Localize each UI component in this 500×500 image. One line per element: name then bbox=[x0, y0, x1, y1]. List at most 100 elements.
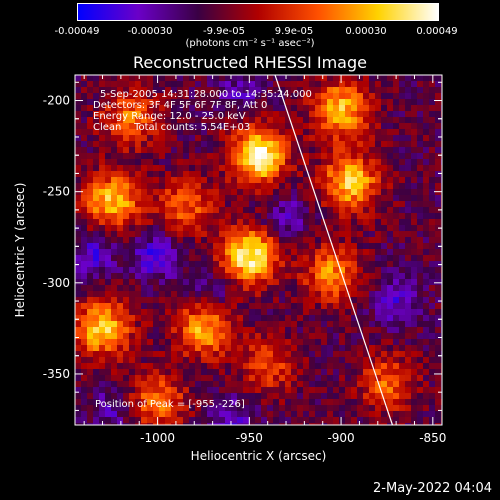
heatmap-cell bbox=[375, 135, 381, 141]
heatmap-cell bbox=[231, 123, 237, 129]
heatmap-cell bbox=[135, 357, 141, 363]
heatmap-cell bbox=[153, 333, 159, 339]
heatmap-cell bbox=[189, 87, 195, 93]
heatmap-cell bbox=[183, 363, 189, 369]
heatmap-cell bbox=[81, 183, 87, 189]
heatmap-cell bbox=[231, 213, 237, 219]
heatmap-cell bbox=[123, 423, 129, 425]
heatmap-cell bbox=[81, 363, 87, 369]
heatmap-cell bbox=[219, 135, 225, 141]
heatmap-cell bbox=[309, 267, 315, 273]
heatmap-cell bbox=[309, 99, 315, 105]
heatmap-cell bbox=[183, 201, 189, 207]
heatmap-cell bbox=[219, 327, 225, 333]
heatmap-cell bbox=[105, 171, 111, 177]
heatmap-cell bbox=[303, 345, 309, 351]
heatmap-cell bbox=[261, 207, 267, 213]
heatmap-cell bbox=[153, 171, 159, 177]
heatmap-cell bbox=[111, 147, 117, 153]
heatmap-cell bbox=[375, 267, 381, 273]
heatmap-cell bbox=[393, 111, 399, 117]
heatmap-cell bbox=[219, 291, 225, 297]
heatmap-cell bbox=[75, 399, 81, 405]
heatmap-cell bbox=[267, 123, 273, 129]
heatmap-cell bbox=[243, 147, 249, 153]
heatmap-cell bbox=[147, 111, 153, 117]
heatmap-cell bbox=[297, 225, 303, 231]
heatmap-cell bbox=[243, 111, 249, 117]
heatmap-cell bbox=[351, 231, 357, 237]
heatmap-cell bbox=[153, 399, 159, 405]
heatmap-cell bbox=[297, 231, 303, 237]
heatmap-cell bbox=[393, 375, 399, 381]
heatmap-cell bbox=[387, 249, 393, 255]
heatmap-cell bbox=[141, 81, 147, 87]
heatmap-cell bbox=[345, 81, 351, 87]
heatmap-cell bbox=[171, 117, 177, 123]
heatmap-cell bbox=[405, 147, 411, 153]
heatmap-cell bbox=[201, 243, 207, 249]
heatmap-cell bbox=[375, 123, 381, 129]
heatmap-cell bbox=[225, 255, 231, 261]
heatmap-cell bbox=[339, 147, 345, 153]
heatmap-cell bbox=[141, 399, 147, 405]
heatmap-cell bbox=[273, 423, 279, 425]
heatmap-cell bbox=[99, 171, 105, 177]
heatmap-cell bbox=[405, 135, 411, 141]
heatmap-cell bbox=[363, 417, 369, 423]
heatmap-cell bbox=[87, 405, 93, 411]
heatmap-cell bbox=[189, 273, 195, 279]
heatmap-cell bbox=[171, 399, 177, 405]
heatmap-cell bbox=[393, 219, 399, 225]
heatmap-cell bbox=[411, 291, 417, 297]
heatmap-cell bbox=[183, 99, 189, 105]
heatmap-cell bbox=[435, 399, 441, 405]
heatmap-cell bbox=[201, 105, 207, 111]
heatmap-cell bbox=[195, 303, 201, 309]
heatmap-cell bbox=[153, 363, 159, 369]
heatmap-cell bbox=[423, 135, 429, 141]
heatmap-cell bbox=[231, 327, 237, 333]
heatmap-cell bbox=[171, 75, 177, 81]
heatmap-cell bbox=[195, 225, 201, 231]
heatmap-cell bbox=[177, 219, 183, 225]
heatmap-cell bbox=[177, 333, 183, 339]
heatmap-cell bbox=[183, 87, 189, 93]
annotation-line: Detectors: 3F 4F 5F 6F 7F 8F, Att 0 bbox=[93, 100, 267, 111]
heatmap-cell bbox=[303, 231, 309, 237]
heatmap-cell bbox=[393, 183, 399, 189]
heatmap-cell bbox=[243, 135, 249, 141]
heatmap-cell bbox=[249, 423, 255, 425]
heatmap-cell bbox=[129, 255, 135, 261]
heatmap-cell bbox=[339, 375, 345, 381]
heatmap-cell bbox=[261, 405, 267, 411]
heatmap-cell bbox=[201, 237, 207, 243]
heatmap-cell bbox=[261, 273, 267, 279]
heatmap-cell bbox=[105, 117, 111, 123]
heatmap-cell bbox=[297, 273, 303, 279]
heatmap-cell bbox=[267, 363, 273, 369]
heatmap-cell bbox=[369, 153, 375, 159]
heatmap-cell bbox=[315, 123, 321, 129]
heatmap-cell bbox=[369, 249, 375, 255]
heatmap-cell bbox=[171, 111, 177, 117]
heatmap-cell bbox=[423, 411, 429, 417]
heatmap-cell bbox=[267, 393, 273, 399]
heatmap-cell bbox=[147, 285, 153, 291]
heatmap-cell bbox=[381, 99, 387, 105]
heatmap-cell bbox=[201, 189, 207, 195]
heatmap-cell bbox=[159, 339, 165, 345]
heatmap-cell bbox=[273, 135, 279, 141]
heatmap-cell bbox=[111, 105, 117, 111]
heatmap-cell bbox=[429, 345, 435, 351]
heatmap-cell bbox=[153, 177, 159, 183]
heatmap-cell bbox=[291, 135, 297, 141]
heatmap-cell bbox=[255, 111, 261, 117]
heatmap-cell bbox=[225, 231, 231, 237]
heatmap-cell bbox=[417, 207, 423, 213]
heatmap-cell bbox=[111, 345, 117, 351]
heatmap-cell bbox=[105, 183, 111, 189]
heatmap-cell bbox=[249, 279, 255, 285]
heatmap-cell bbox=[303, 81, 309, 87]
heatmap-cell bbox=[309, 297, 315, 303]
